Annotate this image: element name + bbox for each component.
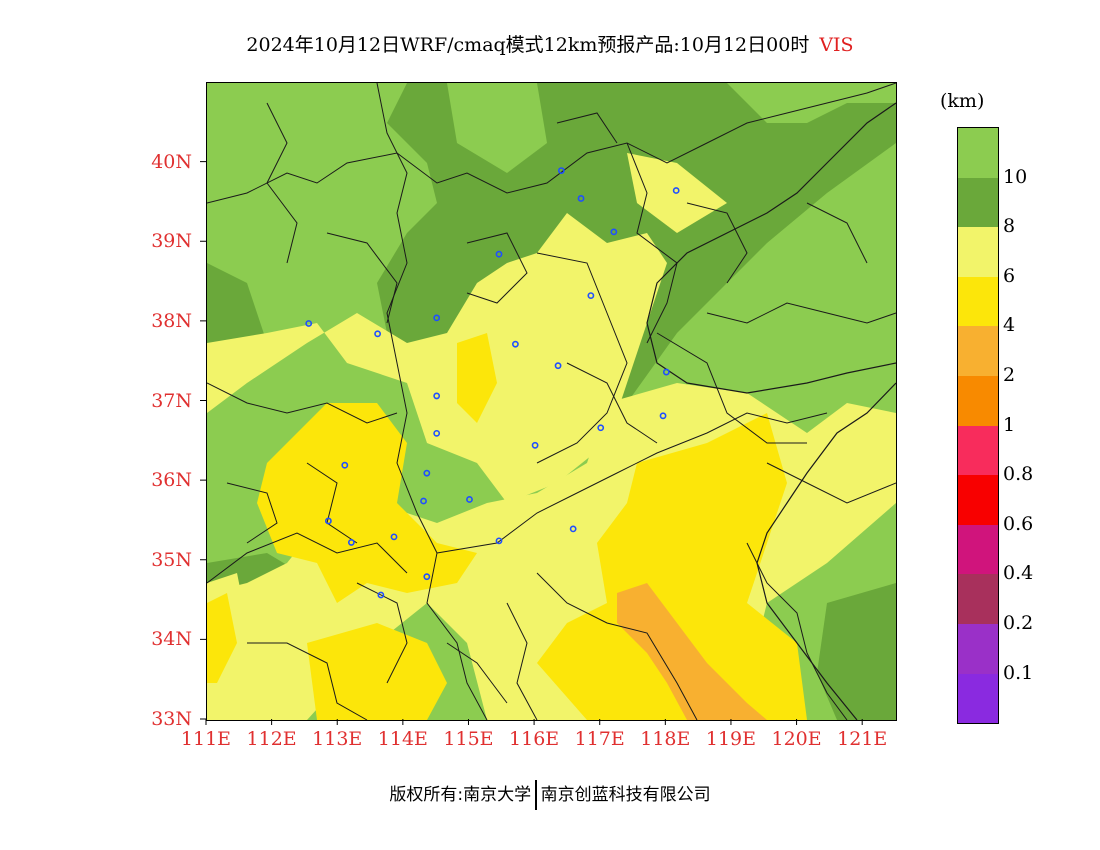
city-marker xyxy=(423,469,431,477)
lon-label: 120E xyxy=(771,728,822,750)
lat-label: 40N xyxy=(151,150,192,173)
coastline xyxy=(646,102,896,394)
visibility-map xyxy=(207,83,896,720)
colorbar-swatch xyxy=(958,375,998,426)
city-marker xyxy=(587,292,595,299)
lat-label: 37N xyxy=(151,389,192,412)
city-marker xyxy=(466,496,473,503)
colorbar-label: 10 xyxy=(1003,165,1028,188)
lon-label: 113E xyxy=(312,728,363,750)
admin-boundaries xyxy=(207,83,896,720)
dark-green-region xyxy=(817,583,896,720)
lat-label: 33N xyxy=(151,708,192,730)
chart-title: 2024年10月12日WRF/cmaq模式12km预报产品:10月12日00时 V… xyxy=(0,30,1100,57)
variable-label: VIS xyxy=(819,34,854,56)
light-green-region xyxy=(447,83,547,173)
coastline xyxy=(756,382,896,720)
lon-label: 121E xyxy=(837,728,888,750)
colorbar-label: 4 xyxy=(1003,314,1016,337)
lat-label: 34N xyxy=(151,628,192,651)
lat-label: 35N xyxy=(151,548,192,571)
city-marker xyxy=(324,517,332,525)
colorbar-swatch xyxy=(958,524,998,575)
colorbar-swatch xyxy=(958,673,998,724)
city-marker xyxy=(557,167,565,174)
city-marker xyxy=(531,441,539,449)
colorbar-label: 0.6 xyxy=(1003,512,1034,535)
city-marker xyxy=(423,573,431,581)
colorbar-label: 1 xyxy=(1003,413,1016,436)
station-markers xyxy=(305,167,680,599)
lon-label: 116E xyxy=(509,728,560,750)
city-marker xyxy=(495,250,503,258)
yellow-region xyxy=(307,623,447,720)
lat-label: 38N xyxy=(151,309,192,332)
colorbar-swatch xyxy=(958,475,998,525)
colorbar-swatch xyxy=(958,227,998,277)
map-panel[interactable] xyxy=(206,82,897,721)
city-marker xyxy=(554,362,562,370)
city-marker xyxy=(305,320,313,327)
city-marker xyxy=(597,424,605,432)
city-marker xyxy=(420,497,427,505)
colorbar-label: 0.8 xyxy=(1003,463,1034,486)
city-marker xyxy=(662,368,670,376)
colorbar-label: 8 xyxy=(1003,215,1016,238)
light-green-region xyxy=(747,203,896,443)
lon-label: 115E xyxy=(443,728,494,750)
city-marker xyxy=(390,533,398,541)
colorbar-label: 2 xyxy=(1003,364,1016,386)
colorbar xyxy=(957,127,999,725)
footer: 版权所有:南京大学 南京创蓝科技有限公司 xyxy=(0,780,1100,810)
yellow-region xyxy=(207,593,237,683)
units-label: (km) xyxy=(940,90,985,112)
lon-label: 117E xyxy=(574,728,625,750)
city-marker xyxy=(495,537,503,545)
colorbar-swatch xyxy=(958,177,998,228)
colorbar-swatch xyxy=(958,326,998,376)
yellow-region xyxy=(257,403,477,603)
lon-label: 119E xyxy=(705,728,756,750)
colorbar-label: 0.4 xyxy=(1003,562,1034,585)
city-marker xyxy=(347,539,355,546)
footer-separator xyxy=(535,780,537,810)
city-marker xyxy=(433,314,441,322)
city-marker xyxy=(672,187,680,194)
city-marker xyxy=(374,330,382,338)
colorbar-label: 0.1 xyxy=(1003,661,1034,684)
colorbar-swatch xyxy=(958,623,998,674)
city-marker xyxy=(433,392,441,400)
pale-yellow-region xyxy=(207,213,667,503)
lon-label: 114E xyxy=(377,728,428,750)
city-marker xyxy=(577,195,585,202)
city-marker xyxy=(569,525,577,533)
colorbar-swatch xyxy=(958,276,998,327)
city-marker xyxy=(377,591,385,599)
colorbar-swatch xyxy=(958,425,998,476)
city-marker xyxy=(659,412,667,420)
lon-label: 111E xyxy=(180,728,232,750)
yellow-region xyxy=(537,413,807,720)
title-text: 2024年10月12日WRF/cmaq模式12km预报产品:10月12日00时 xyxy=(246,34,810,56)
colorbar-swatch xyxy=(958,574,998,624)
lat-label: 39N xyxy=(151,230,192,253)
colorbar-label: 0.2 xyxy=(1003,612,1034,634)
city-marker xyxy=(610,228,618,236)
orange-region xyxy=(617,583,767,720)
copyright-left: 版权所有:南京大学 xyxy=(389,785,532,805)
colorbar-label: 6 xyxy=(1003,264,1016,287)
copyright-right: 南京创蓝科技有限公司 xyxy=(540,785,711,805)
colorbar-swatch xyxy=(958,128,998,178)
lat-label: 36N xyxy=(151,469,192,492)
city-marker xyxy=(341,461,349,469)
yellow-region xyxy=(457,333,497,423)
lon-label: 112E xyxy=(246,728,297,750)
lon-label: 118E xyxy=(640,728,691,750)
city-marker xyxy=(433,429,441,437)
city-marker xyxy=(512,340,519,348)
